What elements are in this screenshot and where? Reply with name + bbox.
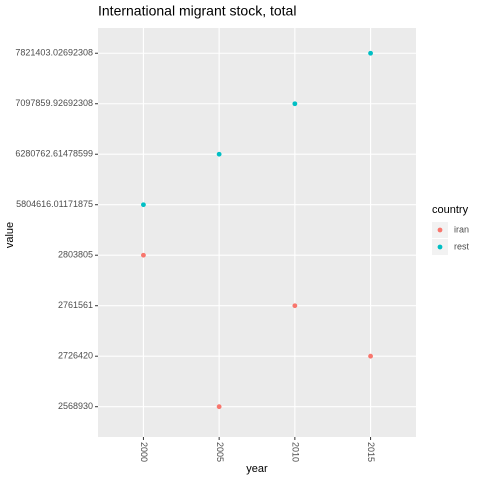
legend-label: rest xyxy=(454,241,470,251)
point xyxy=(141,202,146,208)
x-tick-label: 2000 xyxy=(139,442,149,462)
legend-title: country xyxy=(432,204,469,216)
point xyxy=(368,353,373,359)
point xyxy=(292,303,298,309)
y-tick-label: 7097859.92692308 xyxy=(15,98,93,108)
chart-title: International migrant stock, total xyxy=(98,3,296,19)
x-tick-label: 2010 xyxy=(290,442,300,462)
legend-label: iran xyxy=(454,224,469,234)
x-tick-label: 2005 xyxy=(215,442,225,462)
point xyxy=(368,50,373,56)
y-tick-label: 7821403.02692308 xyxy=(15,48,93,58)
x-tick-label: 2015 xyxy=(366,442,376,462)
y-tick-label: 2568930 xyxy=(58,401,93,411)
y-tick-label: 6280762.61478599 xyxy=(15,149,93,159)
point xyxy=(292,101,298,107)
point xyxy=(216,404,222,410)
y-tick-label: 2803805 xyxy=(58,250,93,260)
legend-marker xyxy=(437,227,443,233)
point xyxy=(216,151,222,157)
point xyxy=(141,252,146,258)
y-axis-label: value xyxy=(4,222,16,248)
x-axis-label: year xyxy=(246,463,268,475)
legend-marker xyxy=(437,244,443,250)
y-tick-label: 2761561 xyxy=(58,300,93,310)
y-tick-label: 5804616.01171875 xyxy=(16,199,93,209)
y-tick-label: 2726420 xyxy=(58,351,93,361)
plot-panel xyxy=(98,28,416,437)
